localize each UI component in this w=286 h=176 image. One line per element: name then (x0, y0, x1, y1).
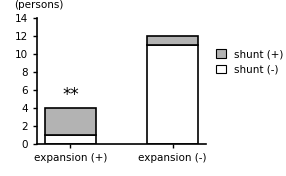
Text: (persons): (persons) (14, 0, 63, 10)
Bar (147, 36, 198, 45)
Legend: shunt (+), shunt (-): shunt (+), shunt (-) (214, 48, 285, 76)
Bar (45, 108, 96, 135)
Bar (45, 135, 96, 144)
Bar (147, 45, 198, 144)
Text: **: ** (62, 86, 79, 104)
